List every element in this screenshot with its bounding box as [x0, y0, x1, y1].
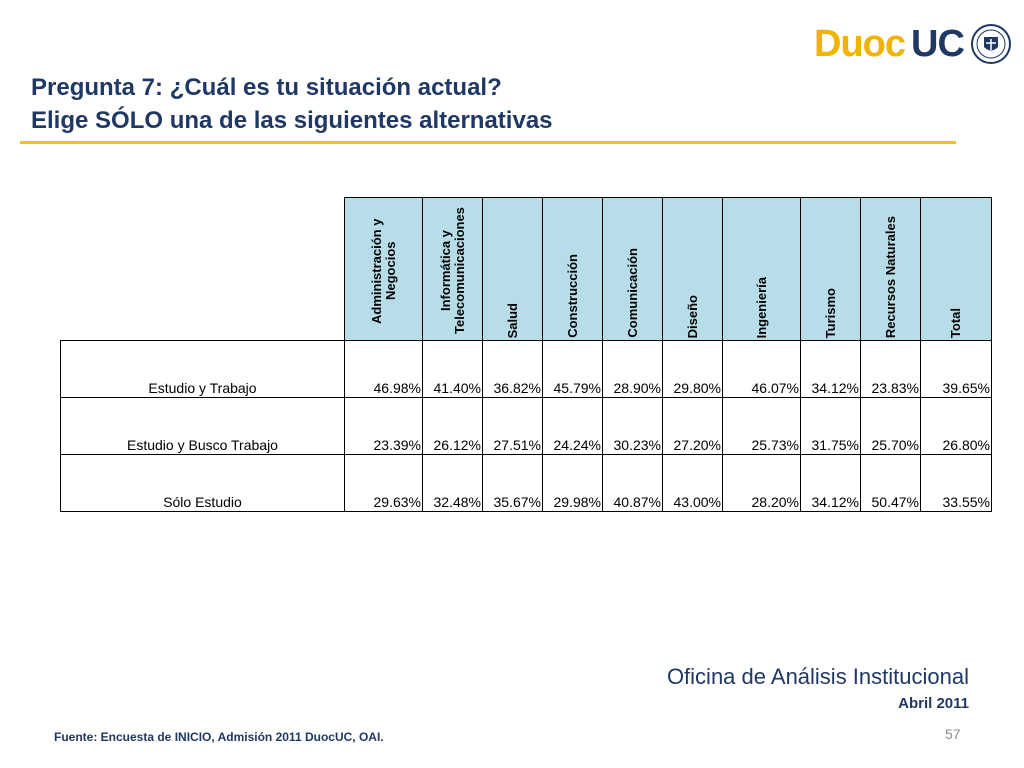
table-cell: 25.73% [722, 397, 801, 455]
table-cell: 36.82% [482, 340, 543, 398]
logo-text-duoc: Duoc [814, 22, 906, 65]
column-header: Diseño [662, 197, 723, 341]
table-cell: 28.90% [602, 340, 663, 398]
table-cell: 46.98% [344, 340, 423, 398]
table-cell: 43.00% [662, 454, 723, 512]
table-cell: 46.07% [722, 340, 801, 398]
table-cell: 50.47% [860, 454, 921, 512]
column-header: Comunicación [602, 197, 663, 341]
column-header: Total [920, 197, 992, 341]
table-cell: 24.24% [542, 397, 603, 455]
table-row: Sólo Estudio 29.63% 32.48% 35.67% 29.98%… [60, 454, 992, 512]
table-cell: 26.80% [920, 397, 992, 455]
duocuc-logo: Duoc UC [814, 18, 1012, 70]
page-number: 57 [945, 726, 961, 742]
title-underline [20, 141, 956, 144]
row-label: Estudio y Trabajo [60, 340, 345, 398]
table-cell: 27.20% [662, 397, 723, 455]
table-cell: 26.12% [422, 397, 483, 455]
slide-title: Pregunta 7: ¿Cuál es tu situación actual… [31, 71, 553, 137]
table-cell: 30.23% [602, 397, 663, 455]
table-cell: 31.75% [800, 397, 861, 455]
table-cell: 40.87% [602, 454, 663, 512]
table-header-row: Administración y Negocios Informática y … [61, 197, 992, 341]
title-line-1: Pregunta 7: ¿Cuál es tu situación actual… [31, 74, 502, 101]
table-cell: 29.63% [344, 454, 423, 512]
table-cell: 35.67% [482, 454, 543, 512]
column-header: Salud [482, 197, 543, 341]
column-header: Informática y Telecomunicaciones [422, 197, 483, 341]
table-cell: 28.20% [722, 454, 801, 512]
table-cell: 39.65% [920, 340, 992, 398]
table-cell: 32.48% [422, 454, 483, 512]
column-header: Construcción [542, 197, 603, 341]
table-cell: 27.51% [482, 397, 543, 455]
column-header: Recursos Naturales [860, 197, 921, 341]
table-row: Estudio y Trabajo 46.98% 41.40% 36.82% 4… [60, 340, 992, 398]
table-cell: 29.98% [542, 454, 603, 512]
university-seal-icon [970, 24, 1011, 64]
table-cell: 29.80% [662, 340, 723, 398]
table-cell: 34.12% [800, 454, 861, 512]
table-cell: 45.79% [542, 340, 603, 398]
report-date: Abril 2011 [898, 695, 969, 712]
office-name: Oficina de Análisis Institucional [666, 664, 969, 689]
table-cell: 33.55% [920, 454, 992, 512]
source-note: Fuente: Encuesta de INICIO, Admisión 201… [54, 730, 384, 744]
row-label: Estudio y Busco Trabajo [60, 397, 345, 455]
table-cell: 23.39% [344, 397, 423, 455]
table-cell: 41.40% [422, 340, 483, 398]
results-table: Administración y Negocios Informática y … [60, 197, 992, 512]
column-header: Turismo [800, 197, 861, 341]
logo-text-uc: UC [911, 22, 965, 65]
table-cell: 25.70% [860, 397, 921, 455]
table-cell: 23.83% [860, 340, 921, 398]
table-cell: 34.12% [800, 340, 861, 398]
row-label: Sólo Estudio [60, 454, 345, 512]
column-header: Ingeniería [722, 197, 801, 341]
table-row: Estudio y Busco Trabajo 23.39% 26.12% 27… [60, 397, 992, 455]
title-line-2: Elige SÓLO una de las siguientes alterna… [31, 107, 553, 134]
column-header: Administración y Negocios [344, 197, 423, 341]
table-corner [61, 198, 345, 341]
